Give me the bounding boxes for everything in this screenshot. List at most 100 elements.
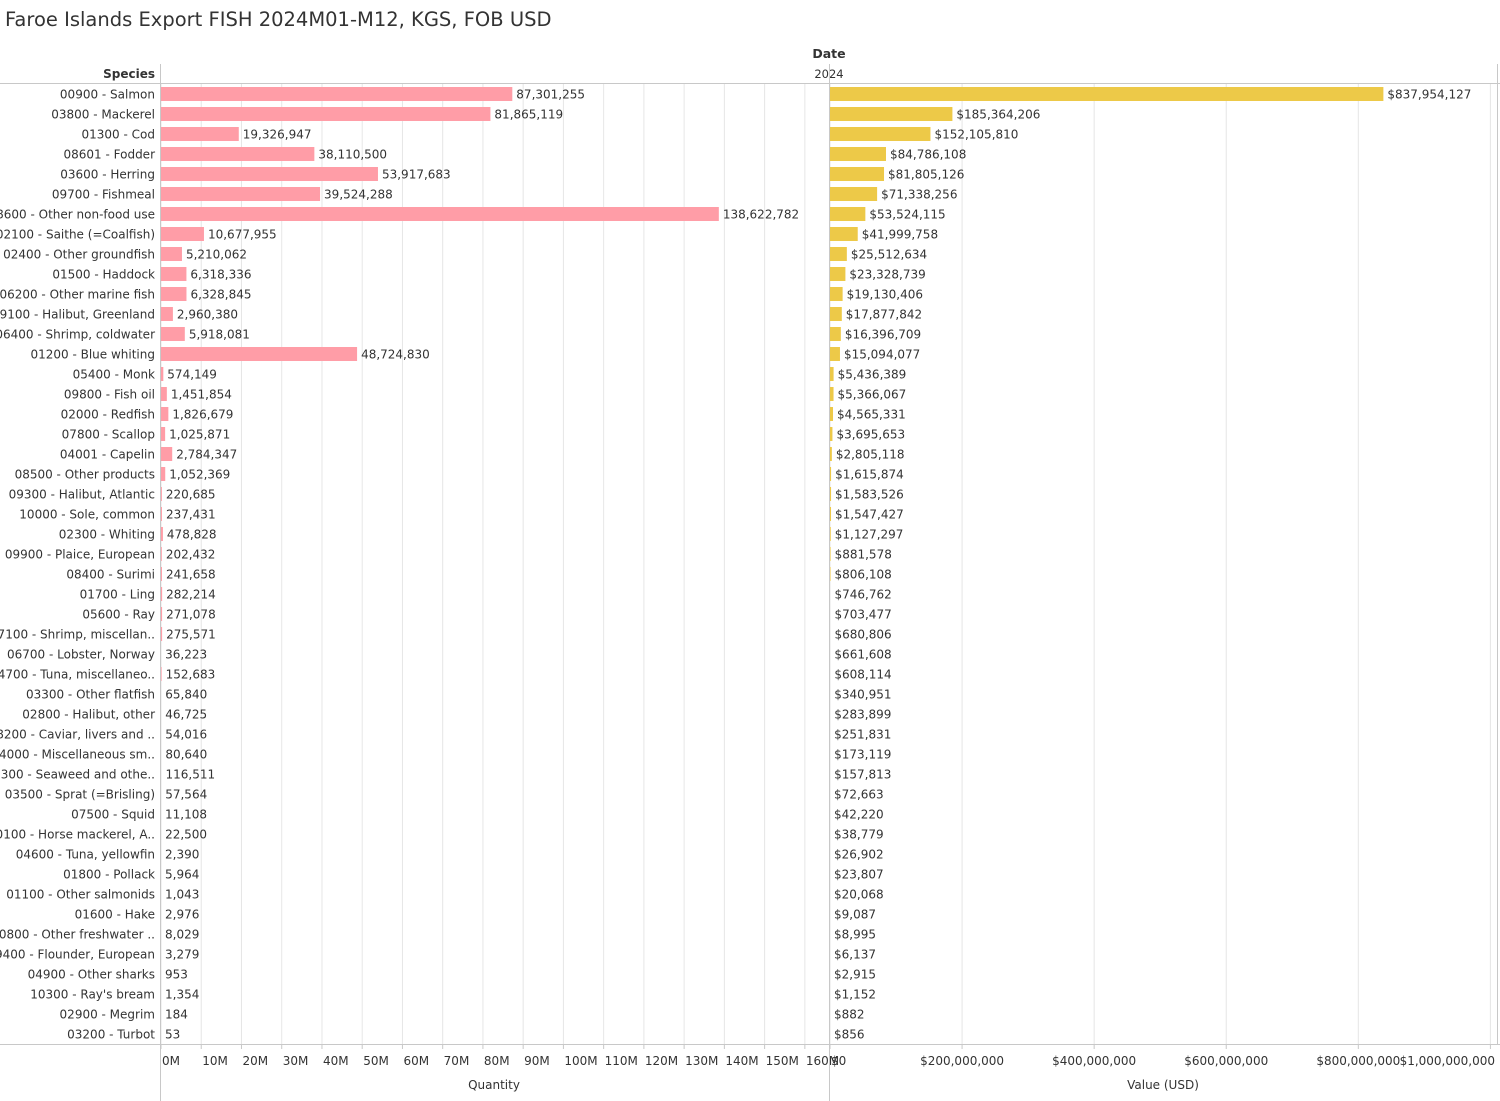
species-label: 02100 - Saithe (=Coalfish) bbox=[0, 228, 155, 242]
date-header: Date bbox=[812, 46, 845, 61]
value-bar bbox=[830, 447, 832, 461]
quantity-data-label: 953 bbox=[165, 968, 188, 982]
value-data-label: $84,786,108 bbox=[890, 148, 966, 162]
quantity-data-label: 53,917,683 bbox=[382, 168, 451, 182]
quantity-data-label: 8,029 bbox=[165, 928, 199, 942]
value-data-label: $1,615,874 bbox=[835, 468, 904, 482]
value-data-label: $17,877,842 bbox=[846, 308, 922, 322]
species-label: 02900 - Megrim bbox=[60, 1008, 155, 1022]
quantity-tick-label: 20M bbox=[242, 1054, 268, 1068]
value-data-label: $72,663 bbox=[834, 788, 884, 802]
species-labels: 00900 - Salmon 03800 - Mackerel 01300 - Co… bbox=[0, 88, 155, 1042]
quantity-data-label: 241,658 bbox=[166, 568, 216, 582]
species-label: 10300 - Ray's bream bbox=[30, 988, 155, 1002]
value-bar bbox=[830, 407, 834, 421]
species-label: 10100 - Horse mackerel, A.. bbox=[0, 828, 155, 842]
quantity-data-label: 282,214 bbox=[166, 588, 216, 602]
species-label: 01600 - Hake bbox=[75, 908, 155, 922]
value-data-label: $882 bbox=[834, 1008, 865, 1022]
value-data-label: $15,094,077 bbox=[844, 348, 920, 362]
species-label: 08601 - Fodder bbox=[64, 148, 156, 162]
quantity-bar bbox=[161, 247, 182, 261]
value-bar bbox=[830, 127, 931, 141]
species-header: Species bbox=[103, 67, 155, 81]
quantity-data-label: 138,622,782 bbox=[723, 208, 799, 222]
value-bar bbox=[830, 307, 842, 321]
quantity-bar bbox=[161, 567, 162, 581]
species-label: 06400 - Shrimp, coldwater bbox=[0, 328, 155, 342]
value-bar bbox=[830, 107, 953, 121]
value-data-label: $856 bbox=[834, 1028, 865, 1042]
quantity-axis-ticks: 0M 10M 20M 30M 40M 50M 60M 70M 80M 90M 100M 110M 120… bbox=[160, 1044, 839, 1068]
quantity-bars bbox=[161, 87, 719, 681]
value-bar bbox=[830, 187, 878, 201]
species-label: 03500 - Sprat (=Brisling) bbox=[5, 788, 155, 802]
value-data-label: $23,328,739 bbox=[849, 268, 925, 282]
value-gridlines bbox=[829, 84, 1491, 1044]
quantity-tick-label: 90M bbox=[524, 1054, 550, 1068]
species-label: 04900 - Other sharks bbox=[28, 968, 155, 982]
quantity-bar bbox=[161, 427, 166, 441]
value-data-label: $340,951 bbox=[834, 688, 891, 702]
species-label: 00900 - Salmon bbox=[60, 88, 155, 102]
value-axis-title: Value (USD) bbox=[1127, 1078, 1199, 1092]
value-bar bbox=[830, 387, 834, 401]
quantity-data-label: 237,431 bbox=[166, 508, 216, 522]
species-label: 10000 - Sole, common bbox=[19, 508, 155, 522]
quantity-data-label: 39,524,288 bbox=[324, 188, 393, 202]
species-label: 01800 - Pollack bbox=[63, 868, 155, 882]
quantity-data-label: 5,210,062 bbox=[186, 248, 247, 262]
value-data-label: $3,695,653 bbox=[836, 428, 905, 442]
value-data-label: $25,512,634 bbox=[851, 248, 927, 262]
quantity-axis-title: Quantity bbox=[468, 1078, 520, 1092]
value-tick-label: $400,000,000 bbox=[1052, 1054, 1136, 1068]
value-data-label: $185,364,206 bbox=[956, 108, 1040, 122]
value-data-label: $19,130,406 bbox=[847, 288, 923, 302]
value-data-label: $806,108 bbox=[835, 568, 892, 582]
value-data-label: $4,565,331 bbox=[837, 408, 906, 422]
value-tick-label: $800,000,000 bbox=[1316, 1054, 1400, 1068]
value-data-label: $608,114 bbox=[834, 668, 891, 682]
quantity-data-label: 11,108 bbox=[165, 808, 207, 822]
species-label: 09900 - Plaice, European bbox=[5, 548, 155, 562]
value-data-label: $881,578 bbox=[835, 548, 892, 562]
quantity-tick-label: 100M bbox=[564, 1054, 597, 1068]
quantity-data-label: 2,960,380 bbox=[177, 308, 238, 322]
value-bars bbox=[830, 87, 1384, 581]
quantity-data-label: 1,451,854 bbox=[171, 388, 232, 402]
quantity-bar bbox=[161, 507, 162, 521]
quantity-data-label: 1,354 bbox=[165, 988, 199, 1002]
species-label: 03200 - Turbot bbox=[67, 1028, 155, 1042]
value-data-label: $9,087 bbox=[834, 908, 876, 922]
value-bar bbox=[830, 527, 831, 541]
value-bar bbox=[830, 287, 843, 301]
quantity-data-label: 271,078 bbox=[166, 608, 216, 622]
species-label: 03600 - Herring bbox=[60, 168, 155, 182]
quantity-data-label: 46,725 bbox=[165, 708, 207, 722]
quantity-data-label: 6,328,845 bbox=[190, 288, 251, 302]
quantity-data-label: 2,976 bbox=[165, 908, 199, 922]
quantity-bar bbox=[161, 287, 187, 301]
quantity-bar bbox=[161, 167, 378, 181]
species-label: 08200 - Caviar, livers and .. bbox=[0, 728, 155, 742]
value-data-label: $251,831 bbox=[834, 728, 891, 742]
species-label: 01100 - Other salmonids bbox=[6, 888, 155, 902]
quantity-data-label: 2,784,347 bbox=[176, 448, 237, 462]
quantity-data-label: 152,683 bbox=[166, 668, 216, 682]
value-data-label: $1,547,427 bbox=[835, 508, 904, 522]
species-label: 05400 - Monk bbox=[73, 368, 155, 382]
value-bar bbox=[830, 147, 886, 161]
species-label: 05600 - Ray bbox=[82, 608, 155, 622]
value-data-label: $1,127,297 bbox=[835, 528, 904, 542]
quantity-data-label: 2,390 bbox=[165, 848, 199, 862]
value-data-label: $41,999,758 bbox=[862, 228, 938, 242]
quantity-bar bbox=[161, 367, 164, 381]
quantity-tick-label: 0M bbox=[162, 1054, 180, 1068]
chart-title: Faroe Islands Export FISH 2024M01-M12, K… bbox=[5, 8, 552, 31]
value-data-label: $661,608 bbox=[834, 648, 891, 662]
value-tick-label: $1,000,000,000 bbox=[1400, 1054, 1495, 1068]
quantity-data-label: 116,511 bbox=[165, 768, 215, 782]
species-label: 09100 - Halibut, Greenland bbox=[0, 308, 155, 322]
value-tick-label: $0 bbox=[831, 1054, 846, 1068]
